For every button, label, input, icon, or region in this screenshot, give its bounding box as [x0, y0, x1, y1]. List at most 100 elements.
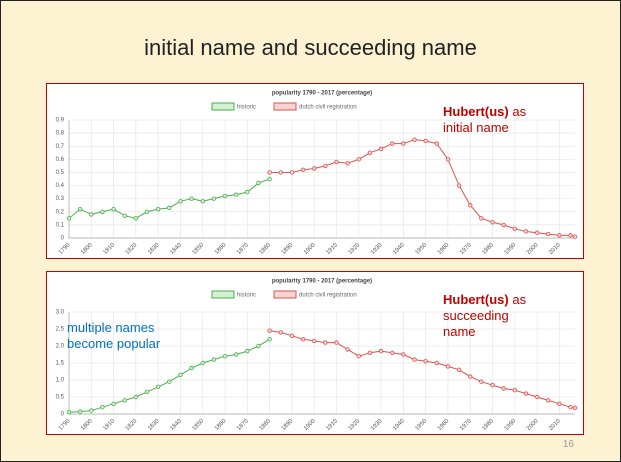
data-point	[89, 212, 94, 217]
x-tick-label: 1840	[169, 242, 183, 256]
data-point	[334, 340, 339, 345]
data-point	[144, 389, 150, 395]
data-point	[356, 353, 361, 359]
data-point	[456, 183, 462, 188]
data-point	[501, 386, 506, 391]
data-point	[256, 343, 261, 349]
x-tick-label: 1960	[437, 242, 451, 256]
data-point	[434, 360, 439, 366]
x-tick-label: 2000	[526, 418, 540, 432]
x-tick-label: 2010	[548, 418, 562, 432]
data-point	[167, 205, 172, 211]
y-tick-label: 0.4	[56, 183, 65, 189]
data-point	[200, 360, 205, 366]
annotation-text: as succeeding name	[443, 292, 527, 339]
annotation-emphasis: Hubert(us)	[443, 292, 509, 307]
data-point	[378, 146, 384, 152]
data-point	[412, 357, 417, 362]
y-tick-label: 0	[61, 236, 65, 242]
legend-label: dutch civil registration	[299, 293, 357, 299]
x-tick-label: 1830	[147, 418, 161, 432]
data-point	[267, 336, 272, 342]
x-tick-label: 1840	[169, 418, 183, 432]
data-point	[100, 404, 105, 410]
legend-swatch	[211, 102, 235, 111]
data-point	[434, 141, 439, 146]
data-point	[572, 405, 578, 411]
data-point	[289, 333, 295, 338]
y-tick-label: 0.8	[56, 131, 65, 137]
x-tick-label: 1950	[414, 242, 428, 256]
data-point	[401, 141, 406, 146]
x-tick-label: 1850	[192, 242, 206, 256]
data-point	[445, 157, 451, 162]
data-point	[423, 359, 428, 364]
data-point	[572, 234, 578, 239]
data-point	[501, 222, 506, 228]
x-tick-label: 1800	[80, 418, 94, 432]
x-tick-label: 1810	[102, 242, 116, 256]
data-point	[245, 348, 250, 354]
data-point	[144, 209, 150, 214]
y-tick-label: 0.1	[56, 222, 65, 228]
x-tick-label: 1930	[370, 418, 384, 432]
x-tick-label: 1910	[325, 418, 339, 432]
data-point	[345, 347, 350, 352]
data-point	[256, 180, 261, 186]
data-point	[523, 229, 529, 234]
x-tick-label: 1900	[303, 418, 317, 432]
data-point	[111, 401, 116, 406]
chart-title: popularity 1790 - 2017 (percentage)	[272, 279, 372, 285]
data-point	[66, 410, 72, 415]
data-point	[77, 409, 83, 414]
data-point	[122, 398, 127, 403]
legend-swatch	[273, 102, 297, 111]
x-tick-label: 1920	[348, 418, 362, 432]
x-tick-label: 2010	[548, 242, 562, 256]
data-point	[557, 233, 562, 238]
page-number: 16	[562, 439, 574, 450]
data-point	[233, 352, 239, 357]
y-tick-label: 0.9	[56, 118, 65, 124]
data-point	[189, 196, 194, 201]
data-point	[468, 203, 473, 208]
x-tick-label: 1920	[348, 242, 362, 256]
data-point	[222, 193, 228, 199]
x-tick-label: 1890	[281, 418, 295, 432]
y-tick-label: 0.3	[56, 196, 65, 202]
data-point	[245, 189, 250, 195]
y-tick-label: 3.0	[56, 310, 65, 316]
y-tick-label: 2.5	[56, 327, 65, 333]
legend-label: historic	[237, 105, 256, 111]
annotation: Hubert(us) as initial name	[443, 104, 543, 136]
x-tick-label: 1880	[258, 242, 272, 256]
x-tick-label: 1990	[504, 418, 518, 432]
data-point	[534, 394, 540, 400]
x-tick-label: 1870	[236, 242, 250, 256]
data-point	[100, 209, 105, 214]
data-point	[390, 141, 395, 146]
x-tick-label: 1950	[414, 418, 428, 432]
x-tick-label: 1980	[481, 418, 495, 432]
x-tick-label: 1970	[459, 418, 473, 432]
data-point	[267, 170, 272, 175]
data-point	[133, 216, 139, 221]
y-tick-label: 0.6	[56, 157, 65, 163]
data-point	[546, 398, 551, 403]
x-tick-label: 1870	[236, 418, 250, 432]
x-tick-label: 1820	[125, 418, 139, 432]
data-point	[479, 379, 484, 384]
chart: popularity 1790 - 2017 (percentage) histo…	[56, 91, 578, 256]
x-tick-label: 2000	[526, 242, 540, 256]
data-point	[523, 391, 529, 396]
data-point	[122, 213, 127, 218]
data-point	[267, 176, 272, 182]
y-tick-label: 0	[61, 412, 65, 418]
data-point	[311, 166, 317, 171]
data-point	[155, 384, 161, 389]
legend-label: historic	[237, 293, 256, 299]
chart: popularity 1790 - 2017 (percentage) histo…	[56, 279, 578, 432]
legend-swatch	[273, 290, 297, 299]
data-point	[133, 394, 139, 400]
data-point	[490, 382, 495, 388]
